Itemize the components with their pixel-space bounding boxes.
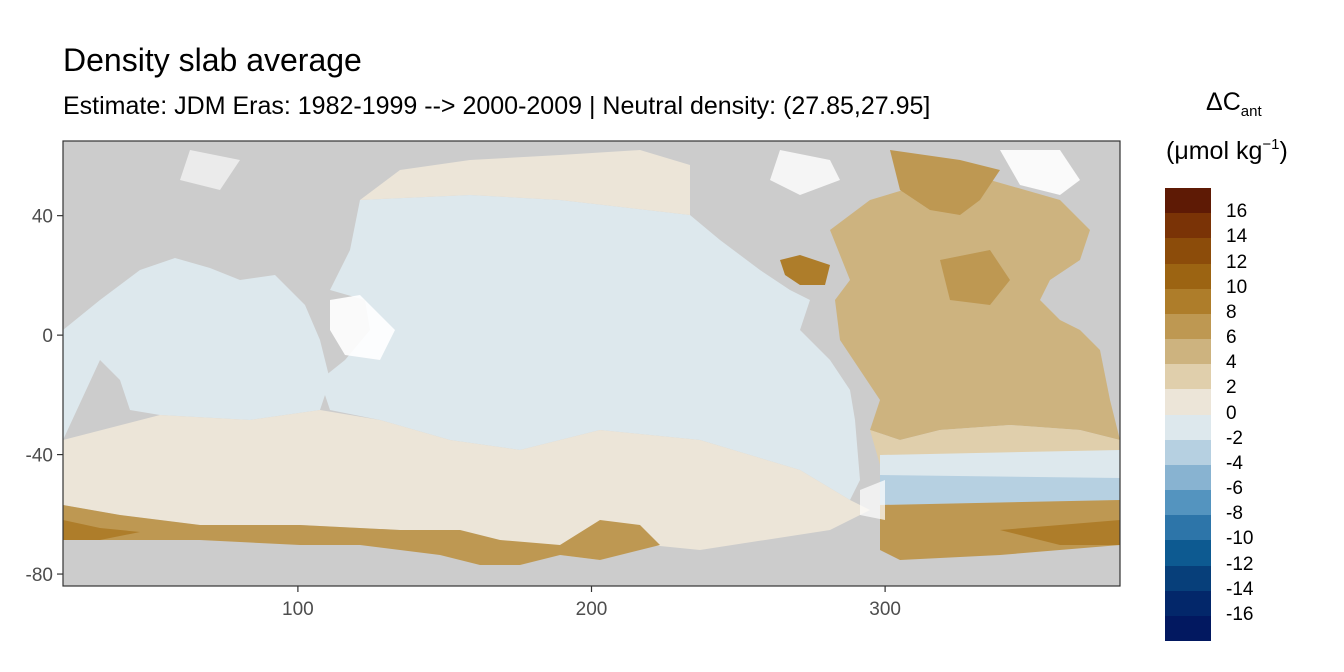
legend-swatch <box>1165 540 1211 566</box>
legend-swatch <box>1165 389 1211 415</box>
legend-label: -12 <box>1226 553 1254 575</box>
north-white-gap <box>1000 150 1080 195</box>
y-axis: 40 0 -40 -80 <box>26 207 63 586</box>
southern-ocean-beige <box>63 410 870 560</box>
legend-swatch <box>1165 339 1211 365</box>
legend-label: 0 <box>1226 402 1237 424</box>
legend-unit-prefix: (μmol kg <box>1166 137 1263 165</box>
legend-swatch <box>1165 590 1211 617</box>
hudson-white <box>770 150 840 195</box>
legend-swatch <box>1165 439 1211 466</box>
chart-title: Density slab average <box>63 42 362 78</box>
y-tick-label: 40 <box>32 207 53 228</box>
legend-unit-suffix: ) <box>1279 137 1288 165</box>
indian-ocean <box>63 258 330 440</box>
weddell-sea-dark <box>1000 520 1120 545</box>
legend-label: 12 <box>1226 251 1248 273</box>
legend-title: ΔCant <box>1206 88 1262 120</box>
legend-unit-sup: −1 <box>1262 136 1280 153</box>
legend-label: -4 <box>1226 452 1243 474</box>
legend-swatch <box>1165 188 1211 214</box>
legend-label: 14 <box>1226 226 1248 248</box>
legend-swatch <box>1165 565 1211 592</box>
gulf-of-mexico <box>780 255 830 285</box>
legend-swatch <box>1165 464 1211 491</box>
legend-label: -14 <box>1226 578 1254 600</box>
legend-unit: (μmol kg−1) <box>1166 136 1288 166</box>
legend-label: -16 <box>1226 603 1254 625</box>
indonesia-gap <box>330 295 395 360</box>
legend-swatch <box>1165 414 1211 441</box>
asia-white <box>180 150 240 190</box>
x-tick-label: 300 <box>869 599 901 620</box>
antarctic-shelf-brown <box>63 505 660 565</box>
legend-swatch <box>1165 515 1211 541</box>
y-tick-label: -80 <box>26 565 53 586</box>
legend-label: 2 <box>1226 377 1237 399</box>
north-atlantic-dark <box>890 150 1000 215</box>
legend-label: -2 <box>1226 427 1243 449</box>
legend-label: 8 <box>1226 301 1237 323</box>
legend-swatch <box>1165 615 1211 642</box>
legend-label: 6 <box>1226 327 1237 348</box>
legend-swatch <box>1165 213 1211 239</box>
legend-swatch <box>1165 364 1211 390</box>
legend-swatch <box>1165 490 1211 516</box>
legend-label: -8 <box>1226 503 1243 525</box>
y-tick-label: -40 <box>26 446 53 467</box>
legend-label: 4 <box>1226 352 1237 374</box>
legend-label: 16 <box>1226 201 1248 223</box>
x-tick-label: 200 <box>576 599 608 620</box>
legend-title-sub: ant <box>1240 103 1262 120</box>
south-atlantic-light <box>880 450 1120 480</box>
drake-gap <box>860 480 885 520</box>
north-atlantic-patch <box>940 250 1010 305</box>
legend-label: 10 <box>1226 276 1248 298</box>
legend-swatch <box>1165 288 1211 315</box>
x-axis: 100 200 300 <box>282 586 901 620</box>
legend-label: -10 <box>1226 528 1254 550</box>
chart-subtitle: Estimate: JDM Eras: 1982-1999 --> 2000-2… <box>63 92 931 120</box>
antarctic-shelf-dark <box>63 520 140 540</box>
atlantic-ocean <box>830 180 1120 440</box>
legend-swatch <box>1165 263 1211 290</box>
legend-title-main: ΔC <box>1206 88 1241 116</box>
north-pacific-beige <box>360 150 690 215</box>
south-atlantic-blue <box>880 475 1120 505</box>
x-tick-label: 100 <box>282 599 314 620</box>
legend-swatch <box>1165 313 1211 340</box>
y-tick-label: 0 <box>42 326 53 347</box>
legend-swatch <box>1165 238 1211 264</box>
pacific-ocean <box>320 195 860 500</box>
legend-label: -6 <box>1226 478 1243 499</box>
